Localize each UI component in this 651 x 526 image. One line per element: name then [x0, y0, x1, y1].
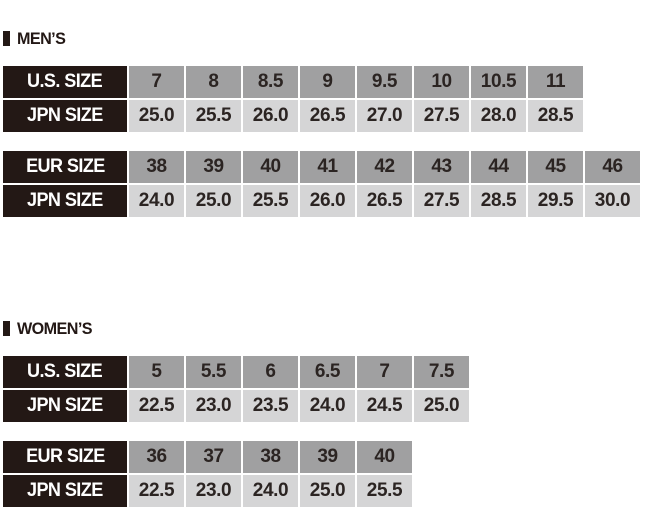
table-row: JPN SIZE 24.0 25.0 25.5 26.0 26.5 27.5 28.5 29.5… [3, 185, 642, 217]
size-system-label: EUR SIZE [25, 156, 105, 177]
size-value-cell: 24.0 [243, 475, 298, 507]
size-value-cell: 22.5 [129, 390, 184, 422]
size-value-cell: 9 [300, 66, 355, 98]
size-value-cell: 25.0 [129, 100, 184, 132]
size-value-cell: 8.5 [243, 66, 298, 98]
eur-to-jpn-size-table: EUR SIZE 38 39 40 41 42 43 44 45 46 JPN SIZE 24.0 25… [3, 151, 642, 217]
size-system-label: U.S. SIZE [27, 361, 103, 382]
size-value-cell: 25.5 [243, 185, 298, 217]
size-value-cell: 26.5 [357, 185, 412, 217]
size-value-cell: 10 [414, 66, 469, 98]
size-value-cell: 7 [129, 66, 184, 98]
size-value-cell: 46 [585, 151, 640, 183]
size-system-label-cell: U.S. SIZE [3, 356, 127, 388]
section-heading: MEN’S [3, 28, 642, 48]
size-value-cell: 7.5 [414, 356, 469, 388]
size-value-cell: 10.5 [471, 66, 526, 98]
size-value-cell: 26.0 [243, 100, 298, 132]
size-system-label: EUR SIZE [25, 446, 105, 467]
section-title: MEN’S [17, 28, 66, 48]
table-row: U.S. SIZE 7 8 8.5 9 9.5 10 10.5 11 [3, 66, 642, 98]
size-system-label-cell: JPN SIZE [3, 185, 127, 217]
size-system-label-cell: JPN SIZE [3, 475, 127, 507]
size-value-cell: 36 [129, 441, 184, 473]
us-to-jpn-size-table: U.S. SIZE 7 8 8.5 9 9.5 10 10.5 11 JPN SIZE 25.0 25… [3, 66, 642, 132]
table-row: U.S. SIZE 5 5.5 6 6.5 7 7.5 [3, 356, 471, 388]
size-value-cell: 5.5 [186, 356, 241, 388]
size-value-cell: 24.0 [300, 390, 355, 422]
size-value-cell: 38 [129, 151, 184, 183]
size-value-cell: 6 [243, 356, 298, 388]
size-value-cell: 25.5 [357, 475, 412, 507]
size-value-cell: 23.0 [186, 390, 241, 422]
size-value-cell: 40 [357, 441, 412, 473]
size-value-cell: 25.0 [300, 475, 355, 507]
eur-to-jpn-size-table: EUR SIZE 36 37 38 39 40 JPN SIZE 22.5 23.0 24.0 25… [3, 441, 471, 507]
size-system-label-cell: EUR SIZE [3, 151, 127, 183]
section-title: WOMEN’S [17, 318, 93, 338]
size-system-label: JPN SIZE [27, 395, 103, 416]
size-system-label-cell: JPN SIZE [3, 100, 127, 132]
size-system-label: U.S. SIZE [27, 71, 103, 92]
size-value-cell: 42 [357, 151, 412, 183]
size-value-cell: 8 [186, 66, 241, 98]
heading-bullet-bar [3, 321, 10, 336]
us-to-jpn-size-table: U.S. SIZE 5 5.5 6 6.5 7 7.5 JPN SIZE 22.5 23.0 23.… [3, 356, 471, 422]
size-value-cell: 45 [528, 151, 583, 183]
size-value-cell: 23.0 [186, 475, 241, 507]
size-value-cell: 25.5 [186, 100, 241, 132]
table-row: JPN SIZE 22.5 23.0 23.5 24.0 24.5 25.0 [3, 390, 471, 422]
size-system-label: JPN SIZE [27, 480, 103, 501]
size-value-cell: 37 [186, 441, 241, 473]
size-value-cell: 25.0 [414, 390, 469, 422]
size-value-cell: 27.5 [414, 185, 469, 217]
size-value-cell: 11 [528, 66, 583, 98]
size-value-cell: 41 [300, 151, 355, 183]
size-system-label: JPN SIZE [27, 105, 103, 126]
size-value-cell: 28.0 [471, 100, 526, 132]
size-value-cell: 39 [300, 441, 355, 473]
size-value-cell: 39 [186, 151, 241, 183]
size-value-cell: 27.0 [357, 100, 412, 132]
section-mens: MEN’S U.S. SIZE 7 8 8.5 9 9.5 10 10.5 11 JPN SIZE 2… [3, 28, 642, 236]
size-value-cell: 40 [243, 151, 298, 183]
size-system-label-cell: EUR SIZE [3, 441, 127, 473]
size-value-cell: 26.5 [300, 100, 355, 132]
size-value-cell: 24.5 [357, 390, 412, 422]
section-womens: WOMEN’S U.S. SIZE 5 5.5 6 6.5 7 7.5 JPN SIZE 22.5… [3, 318, 471, 526]
table-row: EUR SIZE 38 39 40 41 42 43 44 45 46 [3, 151, 642, 183]
size-value-cell: 28.5 [471, 185, 526, 217]
table-row: JPN SIZE 22.5 23.0 24.0 25.0 25.5 [3, 475, 471, 507]
size-value-cell: 30.0 [585, 185, 640, 217]
table-row: JPN SIZE 25.0 25.5 26.0 26.5 27.0 27.5 28.0 28.5 [3, 100, 642, 132]
size-value-cell: 24.0 [129, 185, 184, 217]
size-value-cell: 29.5 [528, 185, 583, 217]
size-value-cell: 27.5 [414, 100, 469, 132]
size-value-cell: 44 [471, 151, 526, 183]
size-system-label-cell: U.S. SIZE [3, 66, 127, 98]
size-value-cell: 28.5 [528, 100, 583, 132]
size-value-cell: 6.5 [300, 356, 355, 388]
size-system-label-cell: JPN SIZE [3, 390, 127, 422]
size-system-label: JPN SIZE [27, 190, 103, 211]
size-value-cell: 38 [243, 441, 298, 473]
size-value-cell: 7 [357, 356, 412, 388]
size-value-cell: 22.5 [129, 475, 184, 507]
section-heading: WOMEN’S [3, 318, 471, 338]
table-row: EUR SIZE 36 37 38 39 40 [3, 441, 471, 473]
size-value-cell: 25.0 [186, 185, 241, 217]
heading-bullet-bar [3, 31, 10, 46]
size-value-cell: 23.5 [243, 390, 298, 422]
size-value-cell: 43 [414, 151, 469, 183]
size-value-cell: 5 [129, 356, 184, 388]
size-value-cell: 9.5 [357, 66, 412, 98]
size-value-cell: 26.0 [300, 185, 355, 217]
